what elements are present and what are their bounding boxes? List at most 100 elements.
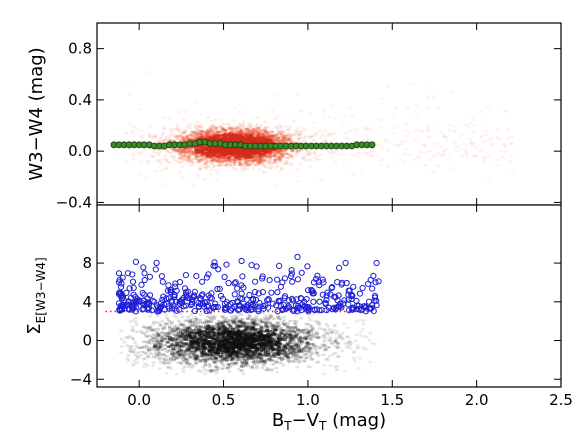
density-cell — [241, 125, 245, 128]
density-cell — [286, 356, 290, 359]
density-cell — [235, 358, 239, 362]
density-cell — [244, 128, 249, 131]
density-cell — [175, 343, 179, 347]
density-cell — [277, 348, 281, 351]
density-cell — [254, 317, 258, 320]
density-cell — [204, 151, 208, 154]
density-cell — [172, 352, 177, 355]
density-cell — [228, 355, 233, 358]
density-cell — [236, 328, 241, 331]
density-cell — [286, 330, 291, 333]
density-cell — [154, 343, 158, 347]
density-cell — [130, 328, 135, 332]
density-cell — [172, 314, 176, 318]
density-cell — [260, 361, 264, 364]
density-cell — [508, 160, 512, 163]
density-cell — [142, 148, 146, 152]
density-cell — [194, 318, 198, 321]
density-cell — [422, 163, 427, 167]
density-cell — [327, 132, 331, 135]
density-cell — [277, 337, 281, 340]
density-cell — [425, 87, 429, 90]
density-cell — [488, 138, 492, 142]
density-cell — [164, 313, 168, 316]
density-cell — [503, 144, 507, 147]
density-cell — [166, 366, 171, 369]
density-cell — [122, 340, 126, 344]
density-cell — [197, 129, 201, 132]
density-cell — [190, 318, 194, 321]
density-cell — [472, 155, 476, 158]
density-cell — [290, 149, 295, 153]
density-cell — [247, 153, 252, 156]
density-cell — [189, 338, 193, 342]
density-cell — [247, 325, 251, 329]
density-cell — [259, 133, 264, 136]
density-cell — [305, 341, 310, 344]
density-cell — [151, 137, 156, 140]
density-cell — [221, 122, 226, 126]
density-cell — [280, 167, 284, 170]
density-cell — [252, 323, 257, 326]
density-cell — [314, 133, 318, 137]
density-cell — [185, 319, 190, 322]
y-tick-label: 0.4 — [68, 91, 92, 109]
density-cell — [208, 329, 213, 332]
density-cell — [289, 326, 293, 329]
density-cell — [283, 333, 288, 336]
density-cell — [268, 140, 272, 143]
density-cell — [356, 344, 360, 347]
density-cell — [272, 325, 277, 329]
density-cell — [208, 369, 213, 372]
density-cell — [263, 159, 267, 162]
density-cell — [315, 361, 319, 364]
density-cell — [205, 353, 209, 356]
density-cell — [291, 344, 296, 348]
density-cell — [293, 326, 297, 330]
density-cell — [266, 135, 270, 138]
density-cell — [300, 350, 304, 354]
density-cell — [286, 355, 290, 358]
density-cell — [243, 156, 247, 160]
density-cell — [448, 124, 453, 127]
density-cell — [468, 122, 472, 125]
density-cell — [195, 155, 199, 158]
density-cell — [197, 125, 201, 129]
density-cell — [139, 330, 143, 333]
density-cell — [282, 137, 286, 141]
density-cell — [309, 325, 314, 328]
density-cell — [281, 155, 286, 158]
density-cell — [194, 331, 198, 335]
density-cell — [238, 324, 242, 328]
density-cell — [186, 150, 191, 153]
density-cell — [187, 151, 191, 154]
density-cell — [266, 150, 270, 153]
density-cell — [212, 158, 217, 161]
density-cell — [159, 147, 163, 151]
density-cell — [230, 358, 234, 362]
density-cell — [273, 148, 277, 152]
density-cell — [263, 171, 267, 174]
density-cell — [257, 323, 261, 326]
density-cell — [306, 331, 311, 335]
density-cell — [431, 154, 436, 157]
density-cell — [199, 330, 203, 334]
density-cell — [468, 141, 473, 144]
density-cell — [157, 356, 162, 360]
density-cell — [179, 334, 184, 338]
density-cell — [228, 365, 233, 369]
density-cell — [170, 338, 175, 342]
density-cell — [158, 150, 162, 153]
density-cell — [188, 321, 192, 324]
density-cell — [175, 350, 180, 354]
density-cell — [412, 158, 416, 162]
density-cell — [283, 329, 287, 332]
density-cell — [253, 350, 258, 353]
density-cell — [361, 335, 366, 338]
density-cell — [249, 134, 253, 137]
density-cell — [278, 353, 282, 356]
density-cell — [236, 353, 240, 357]
density-cell — [263, 349, 268, 352]
density-cell — [308, 366, 313, 369]
density-cell — [364, 347, 368, 351]
